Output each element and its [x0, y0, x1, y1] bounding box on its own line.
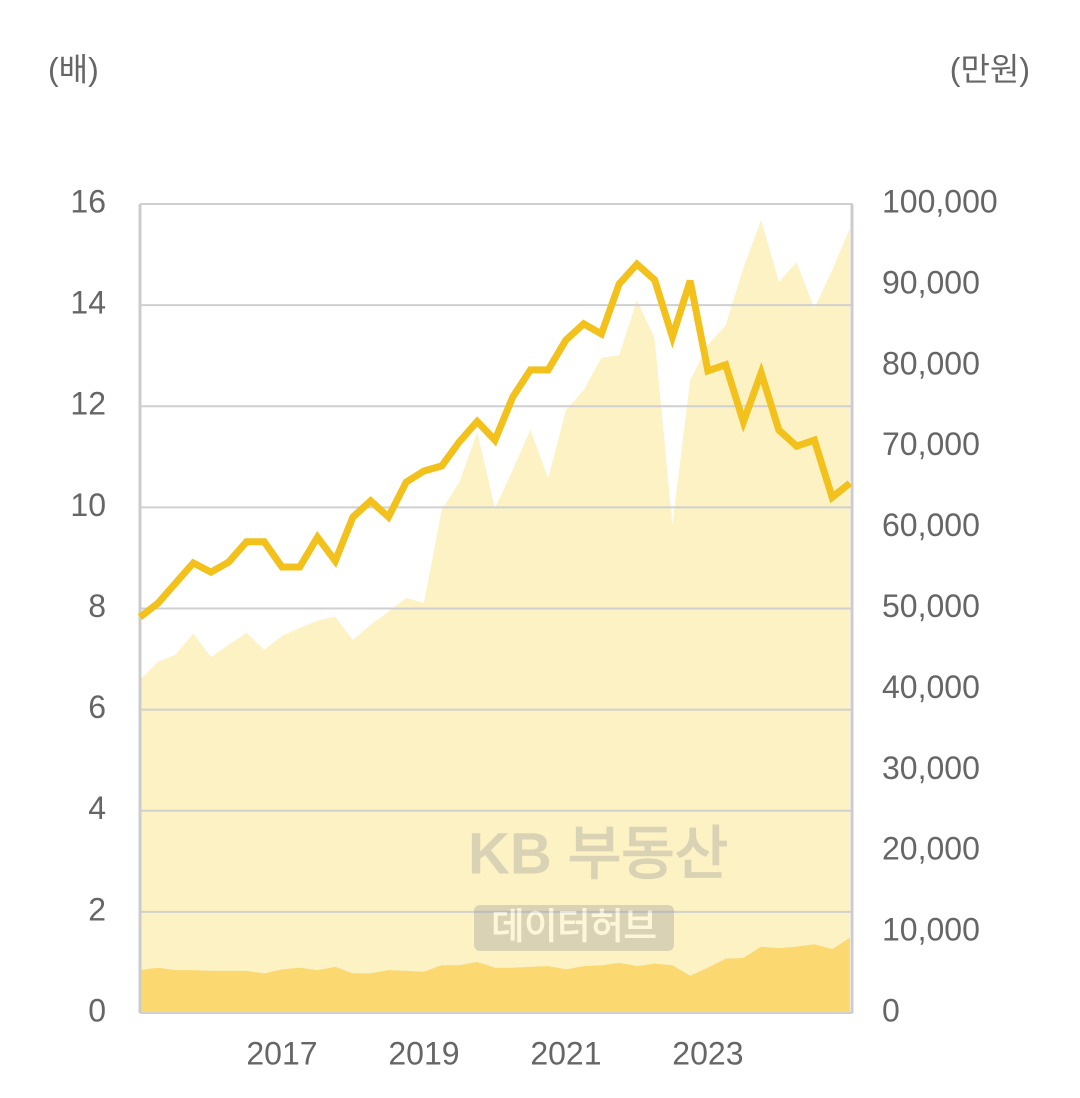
y2-tick-label: 50,000 — [882, 588, 980, 624]
y-tick-label: 12 — [70, 386, 106, 422]
y-tick-label: 16 — [70, 183, 106, 219]
y-axis-label: (배) — [48, 51, 99, 87]
y2-tick-label: 30,000 — [882, 750, 980, 786]
area — [140, 220, 850, 1013]
watermark: KB 부동산 — [468, 821, 728, 886]
x-tick-label: 2021 — [530, 1035, 601, 1071]
y-tick-label: 4 — [88, 790, 106, 826]
y-tick-label: 10 — [70, 487, 106, 523]
y2-tick-label: 10,000 — [882, 912, 980, 948]
x-tick-label: 2019 — [388, 1035, 459, 1071]
y2-tick-label: 20,000 — [882, 831, 980, 867]
y2-tick-label: 0 — [882, 992, 900, 1028]
y-tick-label: 0 — [88, 992, 106, 1028]
x-tick-label: 2017 — [246, 1035, 317, 1071]
y2-tick-label: 100,000 — [882, 183, 998, 219]
y-tick-label: 6 — [88, 689, 106, 725]
y2-tick-label: 70,000 — [882, 426, 980, 462]
y2-tick-label: 40,000 — [882, 669, 980, 705]
y-tick-label: 2 — [88, 891, 106, 927]
x-tick-label: 2023 — [672, 1035, 743, 1071]
watermark: 데이터허브 — [491, 906, 657, 947]
y2-tick-label: 80,000 — [882, 345, 980, 381]
line — [137, 259, 853, 620]
area — [140, 937, 850, 1013]
y2-tick-label: 90,000 — [882, 264, 980, 300]
y2-axis-label: (만원) — [950, 51, 1030, 87]
y-tick-label: 14 — [70, 285, 106, 321]
y2-tick-label: 60,000 — [882, 507, 980, 543]
watermark-box — [474, 905, 674, 951]
y-tick-label: 8 — [88, 588, 106, 624]
